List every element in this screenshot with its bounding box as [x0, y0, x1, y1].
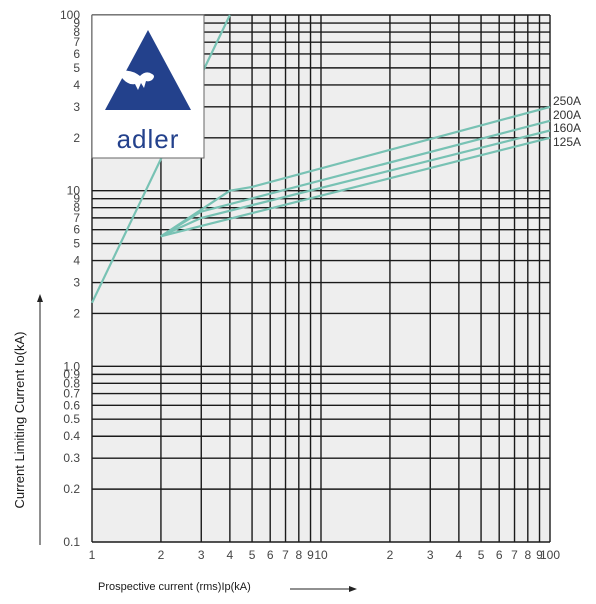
- series-label: 160A: [553, 121, 581, 135]
- y-tick-label: 100: [60, 8, 80, 22]
- y-tick-label: 8: [73, 25, 80, 39]
- y-tick-label: 0.9: [63, 367, 80, 381]
- series-label: 200A: [553, 108, 581, 122]
- y-tick-label: 9: [73, 192, 80, 206]
- series-label: 250A: [553, 94, 581, 108]
- y-tick-label: 0.7: [63, 387, 80, 401]
- y-tick-label: 3: [73, 276, 80, 290]
- y-tick-label: 10: [67, 184, 81, 198]
- x-axis-arrowhead: [349, 586, 357, 592]
- x-tick-label: 7: [282, 548, 289, 562]
- x-tick-label: 3: [198, 548, 205, 562]
- series-label: 125A: [553, 135, 581, 149]
- x-tick-label: 2: [158, 548, 165, 562]
- x-tick-label: 4: [227, 548, 234, 562]
- series-line-0: [91, 14, 231, 304]
- x-axis-label: Prospective current (rms)Ip(kA): [98, 581, 251, 593]
- series-line-3: [160, 129, 551, 238]
- y-tick-label: 7: [73, 35, 80, 49]
- y-tick-label: 5: [73, 61, 80, 75]
- x-tick-label: 5: [478, 548, 485, 562]
- y-tick-label: 4: [73, 254, 80, 268]
- logo: adler: [91, 14, 205, 159]
- y-tick-label: 0.6: [63, 398, 80, 412]
- y-tick-label: 0.4: [63, 429, 80, 443]
- logo-triangle: [105, 30, 191, 110]
- y-axis-label: Current Limiting Current Io(kA): [12, 332, 27, 509]
- x-tick-label: 8: [295, 548, 302, 562]
- y-tick-label: 9: [73, 16, 80, 30]
- y-tick-label: 6: [73, 223, 80, 237]
- y-tick-label: 0.8: [63, 376, 80, 390]
- x-tick-label: 7: [511, 548, 518, 562]
- x-tick-label: 9: [536, 548, 543, 562]
- y-tick-label: 4: [73, 78, 80, 92]
- y-tick-label: 1.0: [63, 359, 80, 373]
- logo-text: adler: [117, 124, 180, 154]
- y-axis-ticks: 0.10.20.30.40.50.60.70.80.91.02345678910…: [60, 8, 80, 549]
- y-tick-label: 0.1: [63, 535, 80, 549]
- y-tick-label: 3: [73, 100, 80, 114]
- eagle-icon: [118, 70, 154, 90]
- x-tick-label: 3: [427, 548, 434, 562]
- x-tick-label: 5: [249, 548, 256, 562]
- series-line-4: [160, 136, 551, 238]
- x-tick-label: 10: [314, 548, 328, 562]
- x-tick-label: 6: [267, 548, 274, 562]
- y-tick-label: 0.2: [63, 482, 80, 496]
- y-tick-label: 5: [73, 237, 80, 251]
- series-line-1: [160, 105, 551, 238]
- x-tick-label: 100: [540, 548, 560, 562]
- series-lines: [91, 14, 551, 304]
- y-axis-arrowhead: [37, 294, 43, 302]
- y-tick-label: 8: [73, 201, 80, 215]
- x-tick-label: 4: [456, 548, 463, 562]
- y-tick-label: 2: [73, 306, 80, 320]
- x-tick-label: 8: [524, 548, 531, 562]
- y-tick-label: 0.5: [63, 412, 80, 426]
- x-tick-label: 9: [307, 548, 314, 562]
- x-tick-label: 2: [387, 548, 394, 562]
- y-tick-label: 2: [73, 131, 80, 145]
- x-tick-label: 1: [89, 548, 96, 562]
- x-tick-label: 6: [496, 548, 503, 562]
- series-line-2: [160, 119, 551, 238]
- y-tick-label: 7: [73, 211, 80, 225]
- y-tick-label: 6: [73, 47, 80, 61]
- y-tick-label: 0.3: [63, 451, 80, 465]
